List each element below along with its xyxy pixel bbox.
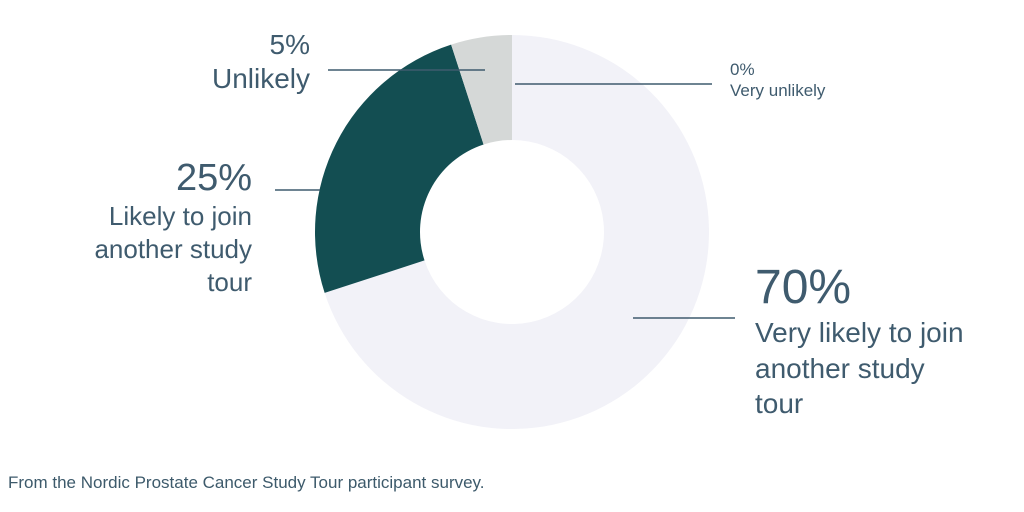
donut-slice (315, 44, 484, 293)
value-label: 70% (755, 261, 852, 314)
donut-slice (324, 35, 709, 430)
value-label: 5% (269, 29, 310, 60)
slice-label: 0% Very unlikely (730, 60, 930, 101)
slice-label: 5% Unlikely (110, 29, 310, 97)
value-label: 25% (175, 157, 252, 199)
caption: From the Nordic Prostate Cancer Study To… (8, 473, 485, 492)
category-label: Very likely to join another study tour (755, 316, 964, 420)
slice-label: 70% Very likely to join another study tou… (755, 261, 965, 422)
category-label: Likely to join another study tour (94, 200, 252, 298)
category-label: Unlikely (211, 62, 310, 94)
donut-slice (451, 35, 512, 145)
category-label: Very unlikely (730, 80, 826, 100)
value-label: 0% (730, 60, 755, 79)
slice-label: 25% Likely to join another study tour (62, 157, 252, 300)
